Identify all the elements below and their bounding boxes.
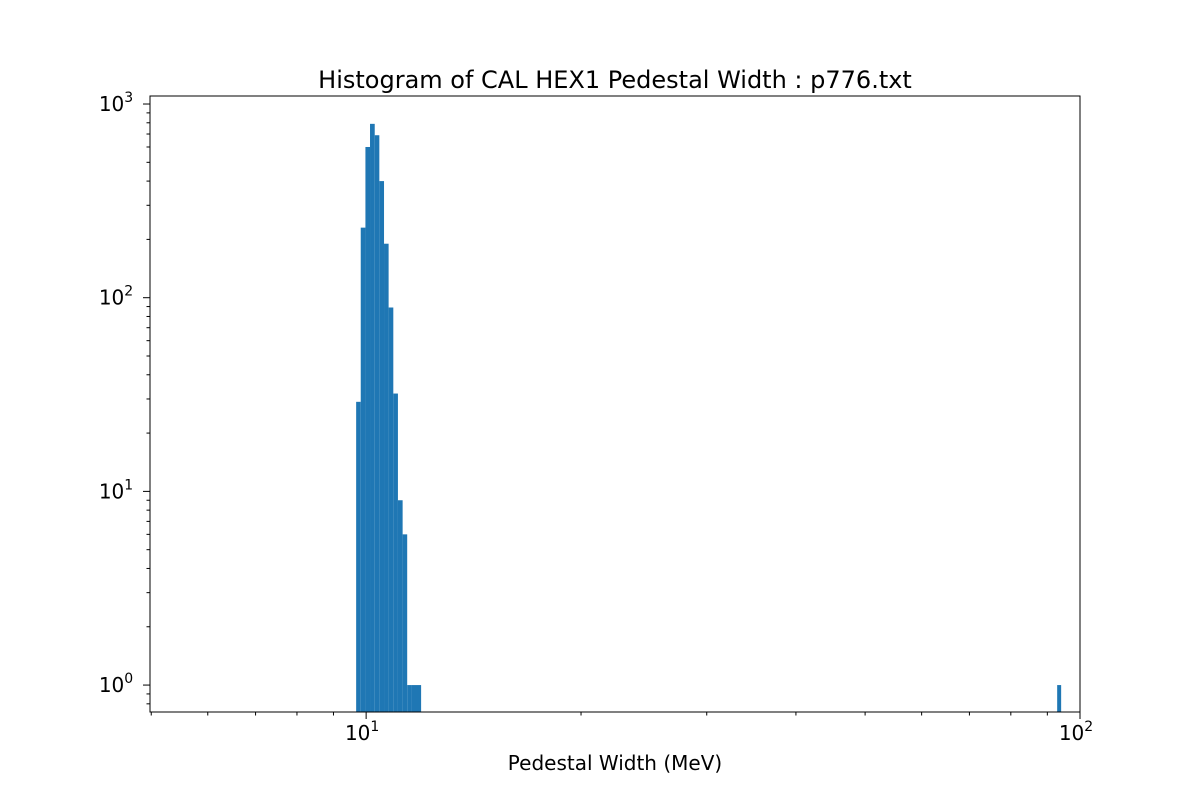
histogram-bar — [356, 401, 361, 712]
histogram-bar — [384, 243, 389, 713]
histogram-bar — [379, 181, 385, 712]
y-tick-exponent: 3 — [124, 90, 133, 106]
histogram-bar — [370, 123, 375, 712]
chart-title: Histogram of CAL HEX1 Pedestal Width : p… — [318, 66, 912, 94]
histogram-bar — [365, 146, 371, 713]
histogram-bar — [407, 685, 412, 712]
x-axis-label: Pedestal Width (MeV) — [508, 751, 722, 775]
histogram-bar — [393, 393, 398, 712]
x-tick-label: 101 — [345, 719, 379, 745]
histogram-bar — [416, 685, 422, 712]
histogram-bar — [411, 685, 417, 712]
y-tick-exponent: 0 — [124, 671, 133, 687]
y-tick-label: 101 — [99, 477, 133, 503]
x-tick-exponent: 2 — [1084, 719, 1093, 735]
x-tick-label: 102 — [1059, 719, 1093, 745]
histogram-bar — [360, 227, 366, 712]
y-tick-exponent: 2 — [124, 284, 133, 300]
y-tick-label: 103 — [99, 90, 133, 116]
y-tick-label: 102 — [99, 284, 133, 310]
y-tick-exponent: 1 — [124, 477, 133, 493]
plot-frame — [149, 95, 1081, 713]
histogram-bar — [374, 135, 380, 712]
histogram-bar — [1057, 685, 1062, 712]
histogram-bar — [388, 307, 394, 712]
y-tick-label: 100 — [99, 671, 133, 697]
histogram-bar — [402, 534, 408, 712]
x-tick-exponent: 1 — [370, 719, 379, 735]
histogram-bar — [397, 500, 403, 712]
bars — [356, 123, 1062, 713]
